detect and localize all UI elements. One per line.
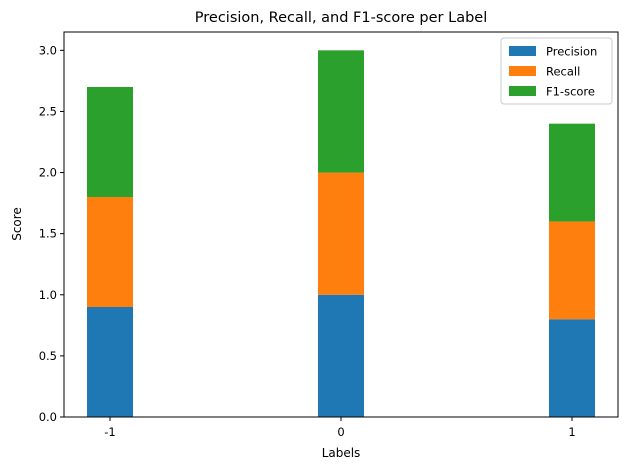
- bar-f1-score-1: [318, 50, 364, 173]
- legend-label: F1-score: [546, 85, 595, 99]
- x-axis-label: Labels: [322, 446, 361, 460]
- bar-recall-0: [87, 197, 133, 307]
- y-tick-label: 1.0: [39, 288, 57, 302]
- legend: Precision Recall F1-score: [500, 37, 613, 105]
- y-tick-label: 1.5: [39, 227, 57, 241]
- y-tick-label: 0.5: [39, 349, 57, 363]
- y-axis: 0.0 0.5 1.0 1.5 2.0 2.5 3.0: [39, 43, 64, 424]
- y-tick-label: 3.0: [39, 43, 57, 57]
- x-tick-label: -1: [104, 425, 115, 439]
- legend-swatch-precision: [509, 46, 536, 56]
- bar-f1-score-2: [549, 123, 595, 222]
- legend-label: Precision: [546, 45, 597, 59]
- y-axis-label: Score: [10, 207, 24, 241]
- bar-precision-2: [549, 319, 595, 417]
- x-tick-label: 1: [568, 425, 575, 439]
- bar-precision-1: [318, 294, 364, 417]
- y-tick-label: 2.5: [39, 104, 57, 118]
- legend-swatch-f1-score: [509, 86, 536, 96]
- bar-recall-1: [318, 172, 364, 295]
- x-tick-label: 0: [337, 425, 344, 439]
- chart-title: Precision, Recall, and F1-score per Labe…: [195, 10, 487, 26]
- y-tick-label: 2.0: [39, 166, 57, 180]
- legend-label: Recall: [546, 65, 580, 79]
- bar-f1-score-0: [87, 87, 133, 197]
- y-tick-label: 0.0: [39, 410, 57, 424]
- bars-group: [87, 50, 595, 417]
- bar-precision-0: [87, 307, 133, 417]
- legend-swatch-recall: [509, 66, 536, 76]
- x-axis: -1 0 1: [104, 417, 576, 439]
- bar-recall-2: [549, 221, 595, 320]
